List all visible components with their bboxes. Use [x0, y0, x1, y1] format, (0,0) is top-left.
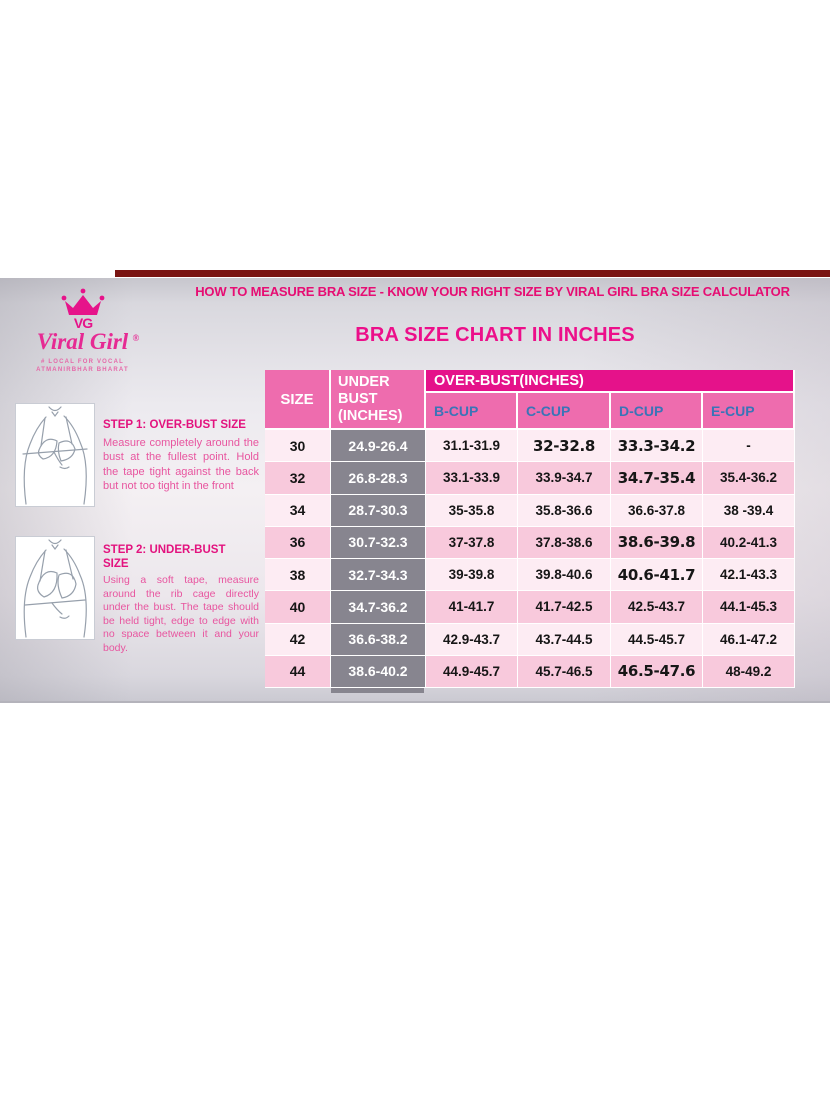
over-bust-measurement-illustration: [15, 403, 95, 507]
brand-name: Viral Girl ®: [37, 330, 139, 354]
cell-e: 46.1-47.2: [703, 623, 795, 656]
table-row: 38 32.7-34.3 39-39.8 39.8-40.6 40.6-41.7 42.1…: [265, 559, 795, 592]
cell-b: 35-35.8: [426, 494, 518, 527]
step-1-title: STEP 1: OVER-BUST SIZE: [103, 419, 246, 431]
table-row: 42 36.6-38.2 42.9-43.7 43.7-44.5 44.5-45.7 46…: [265, 623, 795, 656]
step-1-body: Measure completely around the bust at th…: [103, 436, 259, 493]
cell-under_bust: 36.6-38.2: [331, 623, 426, 656]
tagline-line-2: ATMANIRBHAR BHARAT: [36, 367, 129, 373]
column-header-b-cup: B-CUP: [426, 393, 518, 430]
cell-under_bust: 34.7-36.2: [331, 591, 426, 624]
cell-size: 34: [265, 494, 331, 527]
column-header-e-cup: E-CUP: [703, 393, 795, 430]
table-row: 30 24.9-26.4 31.1-31.9 32-32.8 33.3-34.2-: [265, 430, 795, 463]
size-chart-table: SIZE UNDER BUST (INCHES) OVER-BUST(INCHE…: [265, 370, 795, 688]
cell-d: 46.5-47.6: [611, 655, 703, 688]
cell-size: 42: [265, 623, 331, 656]
cell-under_bust: 32.7-34.3: [331, 559, 426, 592]
cell-c: 37.8-38.6: [518, 526, 611, 559]
top-accent-bar: [115, 270, 830, 277]
cell-e: 42.1-43.3: [703, 559, 795, 592]
cell-b: 31.1-31.9: [426, 430, 518, 463]
cell-b: 33.1-33.9: [426, 462, 518, 495]
cell-size: 38: [265, 559, 331, 592]
column-group-over-bust: OVER-BUST(INCHES): [426, 370, 795, 393]
column-header-size: SIZE: [265, 370, 331, 430]
cell-e: 48-49.2: [703, 655, 795, 688]
cell-c: 35.8-36.6: [518, 494, 611, 527]
cell-d: 38.6-39.8: [611, 526, 703, 559]
table-row: 36 30.7-32.3 37-37.8 37.8-38.6 38.6-39.8 40.2…: [265, 526, 795, 559]
table-header: SIZE UNDER BUST (INCHES) OVER-BUST(INCHE…: [265, 370, 795, 430]
column-header-c-cup: C-CUP: [518, 393, 611, 430]
chart-title: BRA SIZE CHART IN INCHES: [355, 324, 635, 346]
cell-under_bust: 24.9-26.4: [331, 430, 426, 463]
step-1: STEP 1: OVER-BUST SIZE Measure completel…: [15, 403, 265, 507]
cell-d: 40.6-41.7: [611, 559, 703, 592]
under-bust-column-footer-tab: [331, 688, 424, 693]
cell-b: 44.9-45.7: [426, 655, 518, 688]
cell-e: 35.4-36.2: [703, 462, 795, 495]
tagline-line-1: # LOCAL FOR VOCAL: [41, 359, 124, 365]
cell-size: 32: [265, 462, 331, 495]
cell-d: 42.5-43.7: [611, 591, 703, 624]
cell-size: 30: [265, 430, 331, 463]
step-2: STEP 2: UNDER-BUST SIZE Using a soft tap…: [15, 536, 265, 655]
registered-mark: ®: [132, 333, 140, 343]
column-header-under-bust: UNDER BUST (INCHES): [331, 370, 426, 430]
cell-under_bust: 30.7-32.3: [331, 526, 426, 559]
table-row: 32 26.8-28.3 33.1-33.9 33.9-34.7 34.7-35.4 35…: [265, 462, 795, 495]
brand-logo: VG Viral Girl ® # LOCAL FOR VOCAL ATMANIR…: [10, 286, 155, 374]
cell-e: 38 -39.4: [703, 494, 795, 527]
table-row: 44 38.6-40.2 44.9-45.7 45.7-46.5 46.5-47.6 48…: [265, 655, 795, 688]
cell-d: 34.7-35.4: [611, 462, 703, 495]
cell-b: 37-37.8: [426, 526, 518, 559]
cell-under_bust: 26.8-28.3: [331, 462, 426, 495]
column-header-d-cup: D-CUP: [611, 393, 703, 430]
cell-e: 44.1-45.3: [703, 591, 795, 624]
cell-d: 33.3-34.2: [611, 430, 703, 463]
cell-size: 44: [265, 655, 331, 688]
cell-e: -: [703, 430, 795, 463]
cell-c: 45.7-46.5: [518, 655, 611, 688]
cell-c: 43.7-44.5: [518, 623, 611, 656]
cell-size: 36: [265, 526, 331, 559]
under-bust-measurement-illustration: [15, 536, 95, 640]
cell-b: 39-39.8: [426, 559, 518, 592]
cell-c: 41.7-42.5: [518, 591, 611, 624]
step-2-text: STEP 2: UNDER-BUST SIZE Using a soft tap…: [103, 536, 259, 655]
cell-under_bust: 28.7-30.3: [331, 494, 426, 527]
table-row: 40 34.7-36.2 41-41.7 41.7-42.5 42.5-43.7 44.1…: [265, 591, 795, 624]
table-row: 34 28.7-30.3 35-35.8 35.8-36.6 36.6-37.8 38 -…: [265, 494, 795, 527]
cell-c: 32-32.8: [518, 430, 611, 463]
banner-text: HOW TO MEASURE BRA SIZE - KNOW YOUR RIGH…: [195, 284, 790, 299]
cell-size: 40: [265, 591, 331, 624]
brand-tagline: # LOCAL FOR VOCAL ATMANIRBHAR BHARAT: [10, 358, 155, 374]
cell-d: 36.6-37.8: [611, 494, 703, 527]
cell-e: 40.2-41.3: [703, 526, 795, 559]
step-1-text: STEP 1: OVER-BUST SIZE Measure completel…: [103, 403, 259, 507]
cell-d: 44.5-45.7: [611, 623, 703, 656]
crown-icon: VG: [61, 288, 104, 330]
cell-b: 41-41.7: [426, 591, 518, 624]
step-2-title: STEP 2: UNDER-BUST SIZE: [103, 544, 226, 570]
cell-c: 33.9-34.7: [518, 462, 611, 495]
cell-c: 39.8-40.6: [518, 559, 611, 592]
step-2-body: Using a soft tape, measure around the ri…: [103, 574, 259, 654]
svg-text:VG: VG: [73, 315, 92, 330]
cell-b: 42.9-43.7: [426, 623, 518, 656]
cell-under_bust: 38.6-40.2: [331, 655, 426, 688]
table-body: 30 24.9-26.4 31.1-31.9 32-32.8 33.3-34.2-32 2…: [265, 430, 795, 688]
